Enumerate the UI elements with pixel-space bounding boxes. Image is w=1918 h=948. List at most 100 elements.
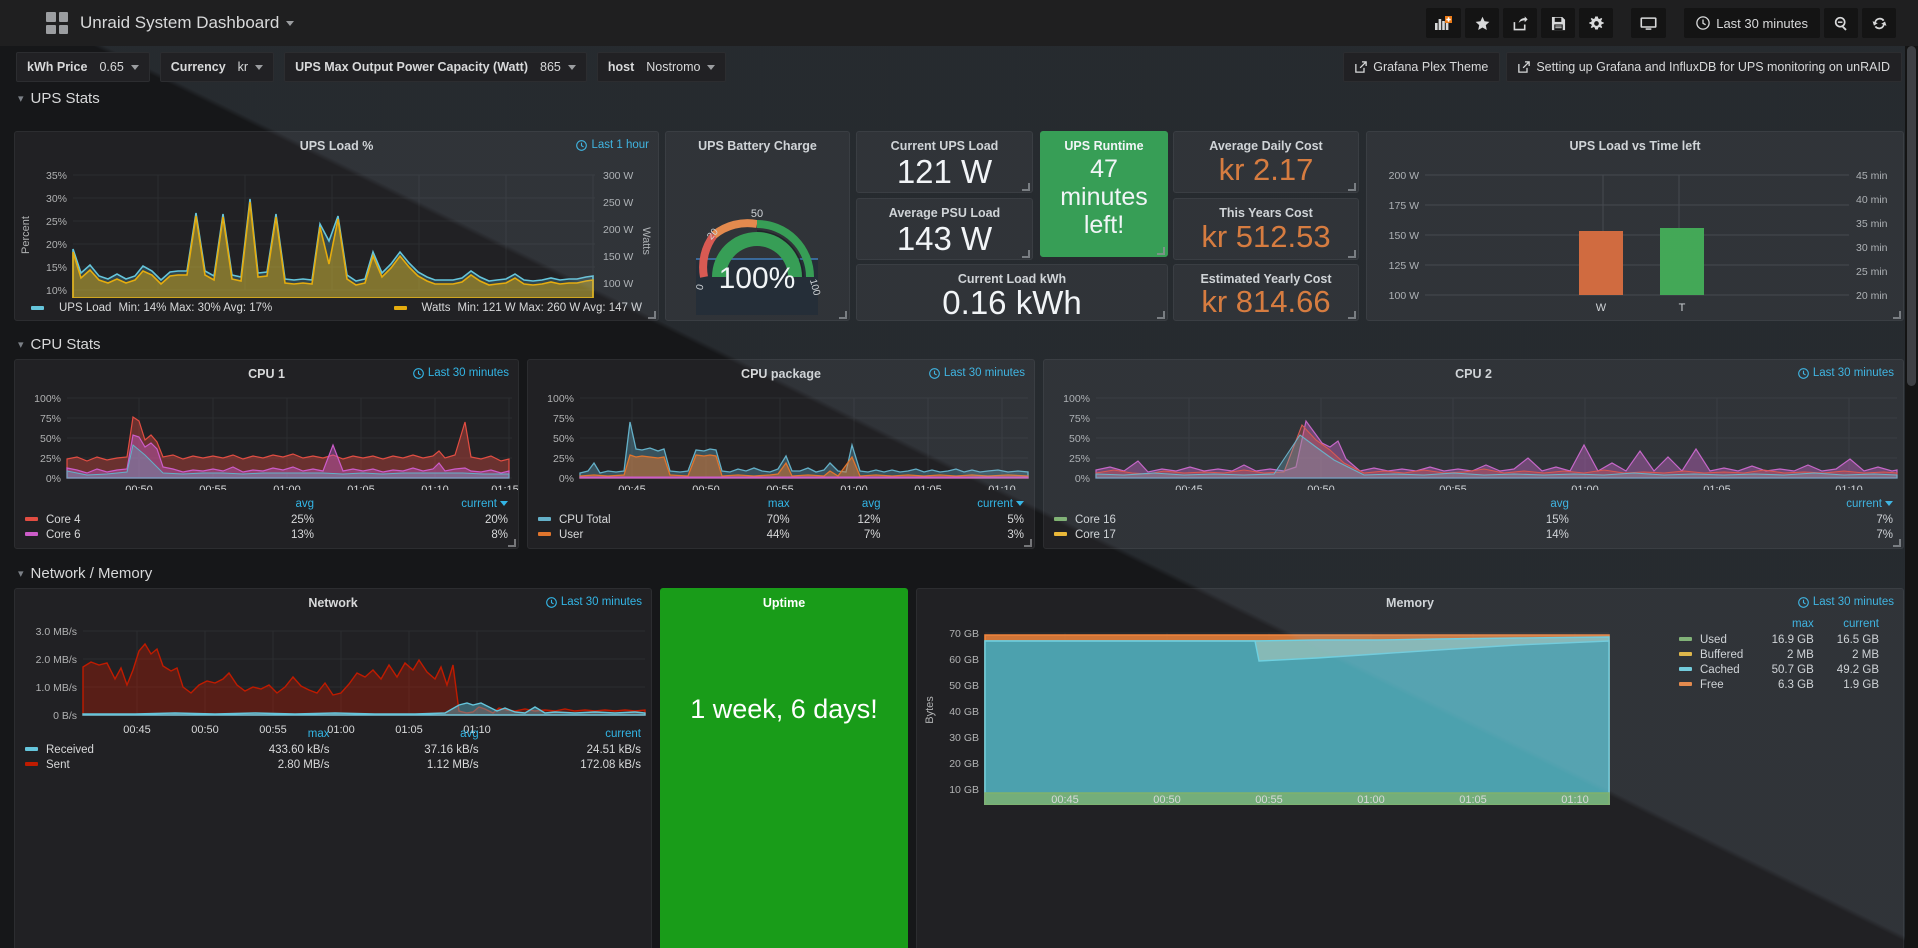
panel-ups-battery-charge[interactable]: UPS Battery Charge 100% 0 20 50 100 (665, 131, 850, 321)
panel-ups-load-percent[interactable]: UPS Load % Last 1 hour Percent Watts 35%… (14, 131, 659, 321)
panel-time-range[interactable]: Last 30 minutes (545, 596, 642, 608)
legend-header-avg[interactable]: avg (1550, 498, 1569, 510)
panel-estimated-yearly-cost[interactable]: Estimated Yearly Cost kr 814.66 (1173, 264, 1359, 321)
legend-row-received[interactable]: Received 433.60 kB/s 37.16 kB/s 24.51 kB… (25, 742, 641, 757)
panel-resize-handle[interactable] (839, 311, 847, 319)
bar-w (1579, 231, 1623, 295)
legend-header-avg[interactable]: avg (295, 498, 315, 510)
panel-resize-handle[interactable] (1893, 311, 1901, 319)
panel-network[interactable]: Network Last 30 minutes 3.0 MB/s 2.0 MB/s… (14, 588, 652, 948)
svg-text:20 min: 20 min (1856, 290, 1888, 302)
page-title[interactable]: Unraid System Dashboard (80, 13, 295, 33)
svg-text:00:55: 00:55 (1255, 794, 1283, 805)
panel-average-daily-cost[interactable]: Average Daily Cost kr 2.17 (1173, 131, 1359, 193)
legend-header-max[interactable]: max (1792, 618, 1814, 630)
refresh-dashboard-button[interactable] (1862, 8, 1896, 38)
dashboard-link-ups-guide[interactable]: Setting up Grafana and InfluxDB for UPS … (1506, 52, 1902, 82)
panel-resize-handle[interactable] (1157, 247, 1165, 255)
variable-value[interactable]: kr (236, 60, 273, 74)
cpu-stats-row-header[interactable]: ▾ CPU Stats (0, 330, 101, 357)
variable-value[interactable]: Nostromo (644, 60, 725, 74)
legend-item-watts[interactable]: Watts Min: 121 W Max: 260 W Avg: 147 W (393, 302, 642, 314)
variable-ups-max-output[interactable]: UPS Max Output Power Capacity (Watt) 865 (284, 52, 587, 82)
legend-row-core-6[interactable]: Core 6 13% 8% (25, 527, 508, 542)
legend-row-user[interactable]: User 44% 7% 3% (538, 527, 1024, 542)
legend-row-sent[interactable]: Sent 2.80 MB/s 1.12 MB/s 172.08 kB/s (25, 757, 641, 772)
share-dashboard-button[interactable] (1503, 8, 1538, 38)
page-scrollbar-thumb[interactable] (1907, 46, 1916, 386)
legend-header-max[interactable]: max (307, 728, 330, 740)
legend-avg-value: 14% (1545, 528, 1569, 541)
svg-text:200 W: 200 W (603, 224, 633, 236)
panel-current-load-kwh[interactable]: Current Load kWh 0.16 kWh (856, 264, 1168, 321)
page-scrollbar[interactable] (1905, 46, 1918, 948)
panel-average-psu-load[interactable]: Average PSU Load 143 W (856, 198, 1033, 260)
add-panel-button[interactable] (1426, 8, 1462, 38)
panel-uptime[interactable]: Uptime 1 week, 6 days! (660, 588, 908, 948)
ups-stats-row-header[interactable]: ▾ UPS Stats (0, 84, 1918, 111)
legend-row-buffered[interactable]: Buffered 2 MB 2 MB (1679, 647, 1879, 662)
legend-row-core-4[interactable]: Core 4 25% 20% (25, 512, 508, 527)
zoom-out-time-button[interactable] (1824, 8, 1858, 38)
legend-header-max[interactable]: max (767, 498, 790, 510)
panel-ups-runtime[interactable]: UPS Runtime 47 minutes left! (1040, 131, 1168, 257)
legend-header-current[interactable]: current (1569, 497, 1893, 512)
variable-host[interactable]: host Nostromo (596, 52, 727, 82)
svg-text:01:10: 01:10 (463, 724, 491, 735)
svg-text:00:50: 00:50 (191, 724, 219, 735)
legend-header-current[interactable]: current (880, 497, 1024, 512)
panel-memory[interactable]: Memory Last 30 minutes Bytes 70 GB 60 GB 5… (916, 588, 1904, 948)
legend-table: max avg current Received 433.60 kB/s 37.… (25, 727, 641, 772)
time-range-picker[interactable]: Last 30 minutes (1684, 8, 1820, 38)
legend-row-free[interactable]: Free 6.3 GB 1.9 GB (1679, 677, 1879, 692)
legend-header-current[interactable]: current (605, 728, 641, 740)
legend-header-avg[interactable]: avg (861, 498, 881, 510)
svg-text:0%: 0% (1075, 473, 1090, 485)
panel-resize-handle[interactable] (1348, 311, 1356, 319)
panel-resize-handle[interactable] (1157, 311, 1165, 319)
panel-time-range[interactable]: Last 30 minutes (412, 367, 509, 379)
panel-ups-load-vs-time-left[interactable]: UPS Load vs Time left 200 W 175 W 150 W 12… (1366, 131, 1904, 321)
variable-label: host (607, 60, 635, 74)
variable-value[interactable]: 0.65 (97, 60, 148, 74)
panel-resize-handle[interactable] (1024, 539, 1032, 547)
svg-text:50 GB: 50 GB (949, 680, 979, 692)
panel-resize-handle[interactable] (1348, 250, 1356, 258)
legend-row-used[interactable]: Used 16.9 GB 16.5 GB (1679, 632, 1879, 647)
star-dashboard-button[interactable] (1465, 8, 1500, 38)
panel-resize-handle[interactable] (1893, 539, 1901, 547)
legend-color-swatch (1679, 637, 1692, 642)
panel-this-years-cost[interactable]: This Years Cost kr 512.53 (1173, 198, 1359, 260)
panel-time-range[interactable]: Last 30 minutes (1797, 596, 1894, 608)
network-memory-row-header[interactable]: ▾ Network / Memory (0, 559, 152, 586)
panel-time-range[interactable]: Last 30 minutes (1797, 367, 1894, 379)
legend-item-ups-load[interactable]: UPS Load Min: 14% Max: 30% Avg: 17% (31, 302, 272, 314)
legend-header-avg[interactable]: avg (460, 728, 479, 740)
panel-time-range[interactable]: Last 1 hour (576, 139, 649, 151)
panel-current-ups-load[interactable]: Current UPS Load 121 W (856, 131, 1033, 193)
svg-text:Watts: Watts (640, 227, 652, 255)
panel-cpu-1[interactable]: CPU 1 Last 30 minutes 100% 75% 50% 25% 0% 0… (14, 359, 519, 549)
legend-row-core-17[interactable]: Core 17 14% 7% (1054, 527, 1893, 542)
panel-resize-handle[interactable] (508, 539, 516, 547)
legend-row-cpu-total[interactable]: CPU Total 70% 12% 5% (538, 512, 1024, 527)
panel-cpu-2[interactable]: CPU 2 Last 30 minutes 100% 75% 50% 25% 0% 0… (1043, 359, 1904, 549)
panel-resize-handle[interactable] (648, 311, 656, 319)
legend-row-core-16[interactable]: Core 16 15% 7% (1054, 512, 1893, 527)
dashboard-link-plex-theme[interactable]: Grafana Plex Theme (1343, 52, 1501, 82)
dashboard-settings-button[interactable] (1579, 8, 1614, 38)
panel-cpu-package[interactable]: CPU package Last 30 minutes 100% 75% 50% 2… (527, 359, 1035, 549)
panel-time-range[interactable]: Last 30 minutes (928, 367, 1025, 379)
kiosk-mode-button[interactable] (1631, 8, 1667, 38)
panel-resize-handle[interactable] (1022, 183, 1030, 191)
variable-currency[interactable]: Currency kr (159, 52, 275, 82)
variable-value[interactable]: 865 (538, 60, 586, 74)
panel-resize-handle[interactable] (1348, 183, 1356, 191)
legend-row-cached[interactable]: Cached 50.7 GB 49.2 GB (1679, 662, 1879, 677)
save-dashboard-button[interactable] (1541, 8, 1576, 38)
variable-kwh-price[interactable]: kWh Price 0.65 (16, 52, 150, 82)
svg-text:0%: 0% (46, 473, 61, 485)
panel-resize-handle[interactable] (1022, 250, 1030, 258)
legend-header-current[interactable]: current (314, 497, 508, 512)
legend-header-current[interactable]: current (1843, 618, 1879, 630)
